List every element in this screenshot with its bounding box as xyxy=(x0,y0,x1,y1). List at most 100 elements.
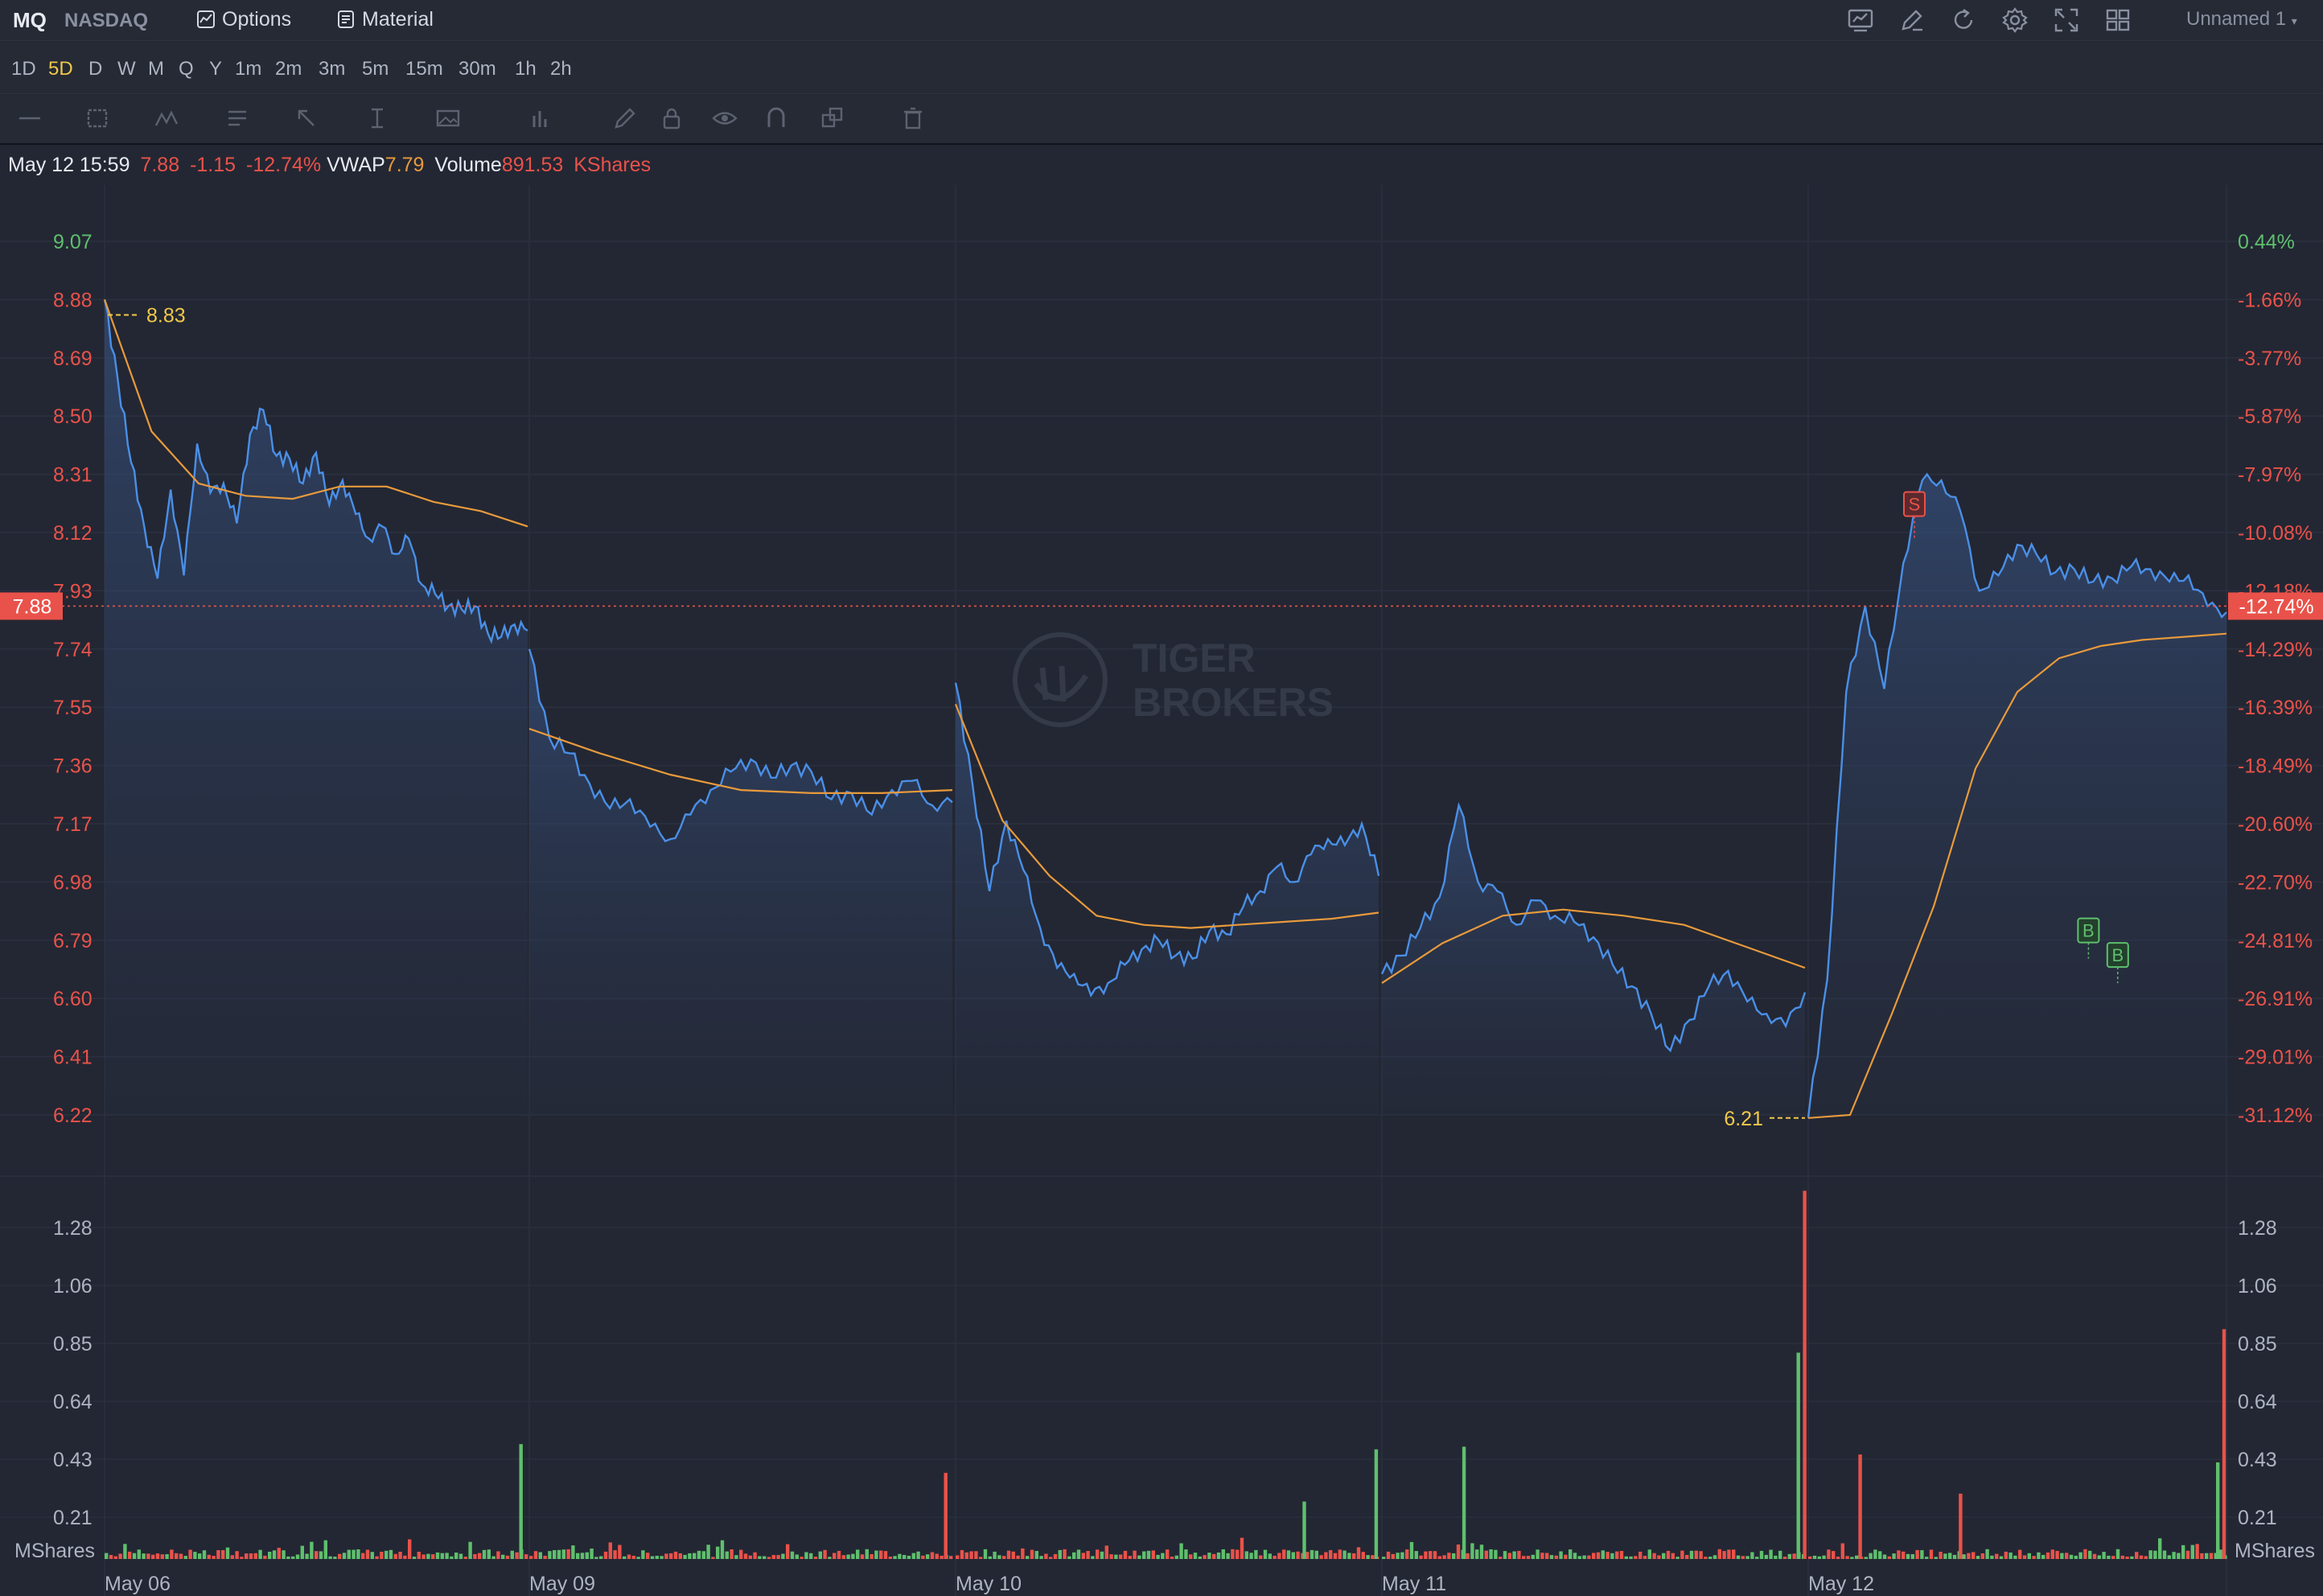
layout-name: Unnamed 1 xyxy=(2186,8,2287,30)
volume-bar xyxy=(165,1554,169,1559)
price-line-day-2[interactable] xyxy=(528,648,953,843)
period-2m[interactable]: 2m xyxy=(275,58,302,80)
percent-axis-label: -20.60% xyxy=(2238,813,2313,836)
volume-bar xyxy=(1666,1550,1671,1559)
volume-spike-bar xyxy=(944,1472,948,1559)
volume-bar xyxy=(1685,1555,1689,1559)
vwap-line-day-2[interactable] xyxy=(528,727,953,795)
volume-bar xyxy=(1601,1550,1605,1559)
grid-layout-icon[interactable] xyxy=(2104,6,2132,34)
eye-icon[interactable] xyxy=(711,105,738,132)
volume-bar xyxy=(1072,1552,1076,1559)
pattern-tool-icon[interactable] xyxy=(153,105,180,132)
trash-icon[interactable] xyxy=(899,105,927,132)
period-1h[interactable]: 1h xyxy=(515,58,537,80)
volume-bar xyxy=(1286,1550,1291,1559)
volume-bar xyxy=(935,1553,939,1559)
price-area-day-2 xyxy=(529,648,952,1115)
period-d[interactable]: D xyxy=(88,58,103,80)
volume-bar xyxy=(1643,1556,1647,1559)
volume-bar xyxy=(1231,1549,1235,1559)
volume-bar xyxy=(1939,1552,1943,1559)
bar-chart-tool-icon[interactable] xyxy=(528,105,555,132)
volume-bar xyxy=(365,1549,370,1559)
trade-marker-b[interactable] xyxy=(2106,942,2129,969)
volume-bar xyxy=(2153,1550,2157,1559)
period-3m[interactable]: 3m xyxy=(319,58,346,80)
volume-bar xyxy=(1174,1555,1178,1559)
period-bar xyxy=(0,42,2323,94)
price-line-day-3[interactable] xyxy=(954,682,1380,998)
volume-bar xyxy=(590,1549,594,1559)
volume-bar xyxy=(898,1553,902,1559)
vwap-line-day-5[interactable] xyxy=(1807,632,2227,1119)
period-30m[interactable]: 30m xyxy=(458,58,496,80)
image-tool-icon[interactable] xyxy=(434,105,462,132)
volume-bar xyxy=(1026,1556,1030,1559)
refresh-icon[interactable] xyxy=(1950,6,1977,34)
text-list-icon[interactable] xyxy=(224,105,251,132)
price-line-day-5[interactable] xyxy=(1807,472,2227,1118)
volume-axis-label: 0.43 xyxy=(53,1449,93,1471)
pencil-icon[interactable] xyxy=(611,105,639,132)
volume-bar xyxy=(1442,1555,1446,1559)
volume-bar xyxy=(1507,1553,1511,1559)
options-label: Options xyxy=(222,7,292,31)
volume-bar xyxy=(1582,1555,1586,1559)
volume-bar xyxy=(748,1555,752,1559)
volume-bar xyxy=(146,1553,150,1559)
line-tool-icon[interactable] xyxy=(16,105,43,132)
options-button[interactable]: Options xyxy=(196,6,291,32)
price-axis-label: 6.98 xyxy=(53,871,93,894)
period-y[interactable]: Y xyxy=(209,58,223,80)
layout-selector[interactable]: Unnamed 1 ▾ xyxy=(2186,8,2297,31)
volume-bar xyxy=(1526,1556,1531,1559)
price-area-day-1 xyxy=(105,299,528,1115)
trade-marker-b[interactable] xyxy=(2077,917,2100,944)
edit-icon[interactable] xyxy=(1898,6,1926,34)
volume-bar xyxy=(1371,1555,1375,1559)
lock-icon[interactable] xyxy=(658,105,685,132)
gear-icon[interactable] xyxy=(2001,6,2029,34)
material-button[interactable]: Material xyxy=(336,6,434,32)
price-line-day-4[interactable] xyxy=(1380,802,1807,1053)
period-1m[interactable]: 1m xyxy=(235,58,262,80)
period-5m[interactable]: 5m xyxy=(362,58,389,80)
arrow-tool-icon[interactable] xyxy=(293,105,320,132)
period-1d[interactable]: 1D xyxy=(11,58,36,80)
price-axis-label: 8.69 xyxy=(53,348,93,370)
trade-marker-s[interactable] xyxy=(1903,491,1926,517)
vwap-line-day-1[interactable] xyxy=(103,299,528,528)
volume-axis-label-right: 0.43 xyxy=(2238,1449,2277,1471)
vwap-line-day-4[interactable] xyxy=(1381,908,1806,985)
volume-bar xyxy=(1263,1549,1268,1559)
volume-bar xyxy=(216,1550,220,1559)
symbol-label[interactable]: MQ xyxy=(13,8,47,32)
period-w[interactable]: W xyxy=(117,58,136,80)
fullscreen-icon[interactable] xyxy=(2053,6,2080,34)
volume-bar xyxy=(758,1556,762,1559)
period-m[interactable]: M xyxy=(148,58,164,80)
volume-bar xyxy=(997,1555,1001,1559)
volume-bar xyxy=(548,1551,552,1559)
period-15m[interactable]: 15m xyxy=(405,58,443,80)
chart-settings-icon[interactable] xyxy=(1847,6,1874,34)
volume-bar xyxy=(576,1553,580,1559)
volume-bar xyxy=(1755,1557,1759,1559)
period-5d[interactable]: 5D xyxy=(48,58,73,80)
price-axis-label: 7.17 xyxy=(53,813,93,836)
layers-icon[interactable] xyxy=(819,105,846,132)
rectangle-tool-icon[interactable] xyxy=(84,105,111,132)
measure-tool-icon[interactable] xyxy=(364,105,391,132)
volume-bar xyxy=(431,1554,435,1559)
volume-bar xyxy=(1750,1552,1754,1559)
volume-bar xyxy=(458,1553,463,1559)
volume-bar xyxy=(230,1555,234,1559)
volume-bar xyxy=(1722,1551,1726,1559)
vwap-line-day-3[interactable] xyxy=(954,703,1379,929)
volume-bar xyxy=(403,1555,407,1559)
magnet-icon[interactable] xyxy=(763,105,790,132)
period-q[interactable]: Q xyxy=(179,58,194,80)
period-2h[interactable]: 2h xyxy=(550,58,572,80)
